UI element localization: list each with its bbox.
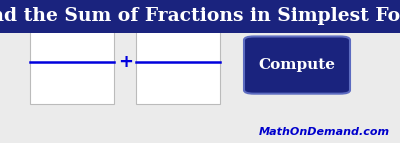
Text: Find the Sum of Fractions in Simplest Form: Find the Sum of Fractions in Simplest Fo…	[0, 7, 400, 25]
FancyBboxPatch shape	[244, 36, 350, 94]
Text: +: +	[118, 53, 134, 71]
Bar	[0, 0, 400, 33]
Text: Compute: Compute	[258, 58, 336, 72]
Text: MathOnDemand.com: MathOnDemand.com	[259, 127, 390, 137]
FancyBboxPatch shape	[30, 19, 114, 104]
FancyBboxPatch shape	[136, 19, 220, 104]
